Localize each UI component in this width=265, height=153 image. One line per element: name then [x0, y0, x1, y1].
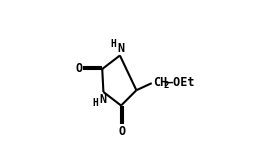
Text: 2: 2	[164, 81, 169, 90]
Text: N: N	[117, 42, 124, 55]
Text: O: O	[76, 62, 83, 75]
Text: H: H	[93, 99, 99, 108]
Text: H: H	[111, 39, 116, 49]
Text: CH: CH	[153, 76, 168, 89]
Text: O: O	[118, 125, 125, 138]
Text: —OEt: —OEt	[166, 76, 195, 89]
Text: N: N	[99, 93, 106, 106]
